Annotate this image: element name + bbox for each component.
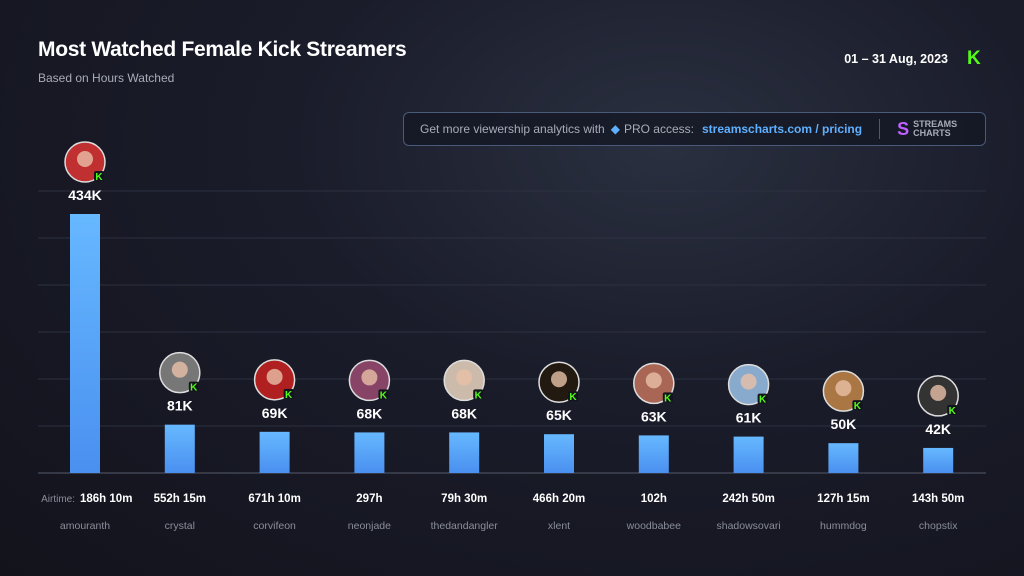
x-tick-label: chopstix xyxy=(919,520,958,532)
x-tick-label: woodbabee xyxy=(626,520,681,532)
svg-text:K: K xyxy=(664,393,672,404)
avatar: K xyxy=(538,361,580,403)
airtime-value: 671h 10m xyxy=(248,493,300,505)
bar-hummdog xyxy=(828,443,859,473)
avatar: K xyxy=(348,359,391,401)
svg-text:K: K xyxy=(380,390,388,401)
data-label: 63K xyxy=(641,408,667,424)
data-label: 68K xyxy=(451,405,477,421)
kick-badge-icon xyxy=(662,392,673,403)
svg-text:K: K xyxy=(854,401,862,412)
airtime-value: 127h 15m xyxy=(817,493,869,505)
data-label: 65K xyxy=(546,407,572,423)
airtime-value: 297h xyxy=(356,493,382,505)
svg-text:K: K xyxy=(475,390,483,401)
x-tick-label: hummdog xyxy=(820,520,867,532)
avatar: K xyxy=(159,351,201,394)
x-tick-label: amouranth xyxy=(60,520,110,532)
data-label: 68K xyxy=(357,405,383,421)
data-label: 81K xyxy=(167,398,193,414)
promo-text: Get more viewership analytics with xyxy=(420,122,605,136)
bar-chopstix xyxy=(923,447,954,473)
airtime-value: 79h 30m xyxy=(441,493,487,505)
data-label: 42K xyxy=(925,421,951,437)
data-label: 61K xyxy=(736,410,762,426)
svg-text:K: K xyxy=(569,392,577,403)
date-range: 01 – 31 Aug, 2023 xyxy=(844,52,948,66)
avatar: K xyxy=(917,375,959,417)
kick-badge-icon xyxy=(947,404,958,415)
data-label: 50K xyxy=(831,416,857,432)
kick-badge-icon xyxy=(378,389,389,400)
kick-badge-icon xyxy=(94,171,104,181)
page-title: Most Watched Female Kick Streamers xyxy=(38,38,407,61)
svg-text:K: K xyxy=(95,172,103,183)
airtime-label: Airtime: xyxy=(41,494,75,505)
avatar: K xyxy=(822,370,865,412)
airtime-value: 466h 20m xyxy=(533,493,585,505)
promo-pro: PRO access: xyxy=(623,122,694,136)
data-label: 434K xyxy=(68,187,101,203)
bar-woodbabee xyxy=(638,435,669,473)
x-tick-label: thedandangler xyxy=(431,520,499,532)
bar-thedandangler xyxy=(449,432,480,473)
airtime-value: 552h 15m xyxy=(154,493,206,505)
svg-text:K: K xyxy=(190,383,198,394)
divider xyxy=(879,119,881,139)
kick-badge-icon xyxy=(757,393,768,404)
x-tick-label: neonjade xyxy=(348,520,391,532)
svg-text:K: K xyxy=(759,395,767,406)
bar-shadowsovari xyxy=(733,436,764,473)
pricing-link[interactable]: streamscharts.com / pricing xyxy=(702,122,863,136)
kick-badge-icon xyxy=(568,391,578,402)
subtitle: Based on Hours Watched xyxy=(38,71,175,85)
kick-badge-icon xyxy=(188,381,199,392)
x-tick-label: corvifeon xyxy=(253,520,296,532)
streamscharts-logo: S STREAMS CHARTS xyxy=(897,118,958,139)
bar-amouranth xyxy=(70,214,100,473)
data-label: 69K xyxy=(262,405,288,421)
svg-text:K: K xyxy=(285,390,293,401)
x-tick-label: crystal xyxy=(165,520,195,532)
kick-badge-icon xyxy=(852,400,863,411)
airtime-value: 242h 50m xyxy=(722,493,774,505)
airtime-value: 143h 50m xyxy=(912,493,964,505)
bar-neonjade xyxy=(354,432,385,473)
airtime-value: 102h xyxy=(641,493,667,505)
avatar: K xyxy=(727,363,770,406)
kick-badge-icon xyxy=(283,388,294,399)
bar-crystal xyxy=(164,424,195,473)
avatar: K xyxy=(443,359,485,401)
bar-xlent xyxy=(544,434,574,473)
airtime-value: 186h 10m xyxy=(80,493,132,505)
kick-logo: K xyxy=(967,48,981,69)
avatar: K xyxy=(64,141,106,183)
bar-corvifeon xyxy=(259,431,290,473)
x-tick-label: xlent xyxy=(548,520,570,532)
x-tick-label: shadowsovari xyxy=(716,520,780,532)
diamond-icon: ◆ xyxy=(610,122,620,136)
svg-text:K: K xyxy=(949,406,957,417)
promo-banner: Get more viewership analytics with ◆ PRO… xyxy=(403,112,986,146)
avatar: K xyxy=(633,362,675,404)
kick-badge-icon xyxy=(473,389,484,400)
avatar: K xyxy=(253,359,296,401)
